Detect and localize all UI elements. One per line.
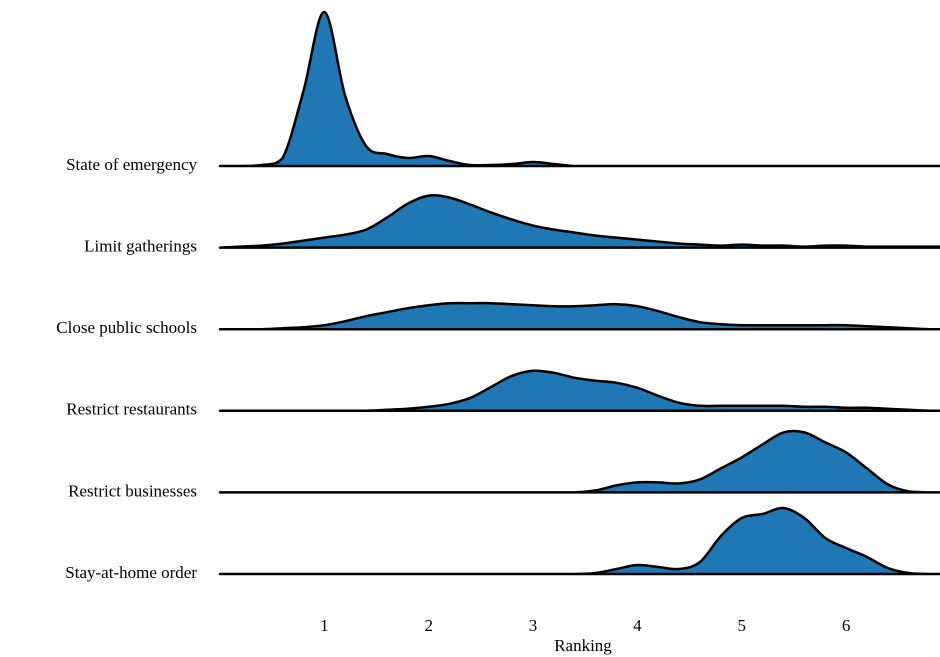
ridge	[218, 301, 940, 331]
ridge-label: State of emergency	[66, 155, 197, 174]
ridge-label: Restrict businesses	[68, 481, 197, 500]
ridge-label: Restrict restaurants	[66, 400, 197, 419]
ridge	[218, 506, 940, 576]
x-tick-label: 5	[737, 616, 746, 635]
ridge	[218, 369, 940, 413]
ridge-label: Close public schools	[56, 318, 197, 337]
ridge-label: Limit gatherings	[84, 237, 197, 256]
x-tick-label: 3	[529, 616, 538, 635]
ridge	[218, 10, 940, 168]
ridge	[218, 194, 940, 249]
ridge	[218, 429, 940, 494]
ridge-label: Stay-at-home order	[65, 563, 197, 582]
x-tick-label: 1	[320, 616, 329, 635]
x-axis-label: Ranking	[554, 636, 612, 655]
x-tick-label: 2	[424, 616, 433, 635]
x-tick-label: 6	[842, 616, 851, 635]
x-tick-label: 4	[633, 616, 642, 635]
